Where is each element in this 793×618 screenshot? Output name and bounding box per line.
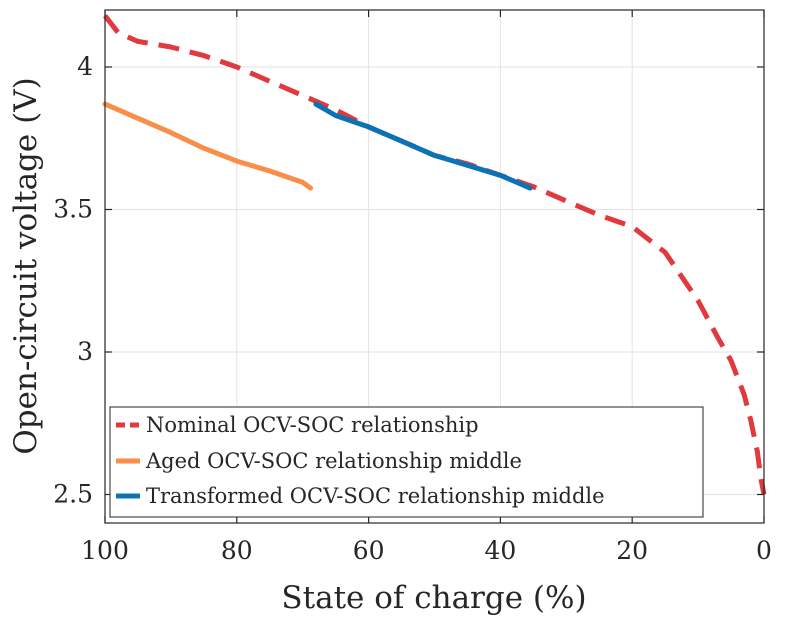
series-line-2 [313,101,533,191]
x-axis-label: State of charge (%) [281,580,586,616]
legend-items: Nominal OCV-SOC relationship Aged OCV-SOC… [116,413,605,508]
legend-box [109,406,704,518]
plot-frame [104,9,765,524]
x-tick-label: 20 [616,536,648,565]
y-axis-label: Open-circuit voltage (V) [8,77,44,454]
y-tick-label: 3 [77,337,93,366]
x-tick-label: 80 [221,536,253,565]
x-tick-labels: 100 80 60 40 20 0 [81,536,772,565]
y-tick-labels: 2.5 3 3.5 4 [53,52,93,509]
series-layer [102,14,767,495]
x-tick-label: 40 [484,536,516,565]
legend-label-0: Nominal OCV-SOC relationship [146,413,479,437]
y-tick-label: 4 [77,52,93,81]
x-tick-label: 0 [756,536,772,565]
y-tick-label: 3.5 [53,195,93,224]
y-tick-label: 2.5 [53,480,93,509]
legend-label-1: Aged OCV-SOC relationship middle [145,449,522,473]
legend-label-2: Transformed OCV-SOC relationship middle [146,484,605,508]
x-tick-label: 60 [353,536,385,565]
series-line-1 [102,101,314,191]
legend: Nominal OCV-SOC relationship Aged OCV-SOC… [109,406,704,518]
x-tick-label: 100 [81,536,129,565]
